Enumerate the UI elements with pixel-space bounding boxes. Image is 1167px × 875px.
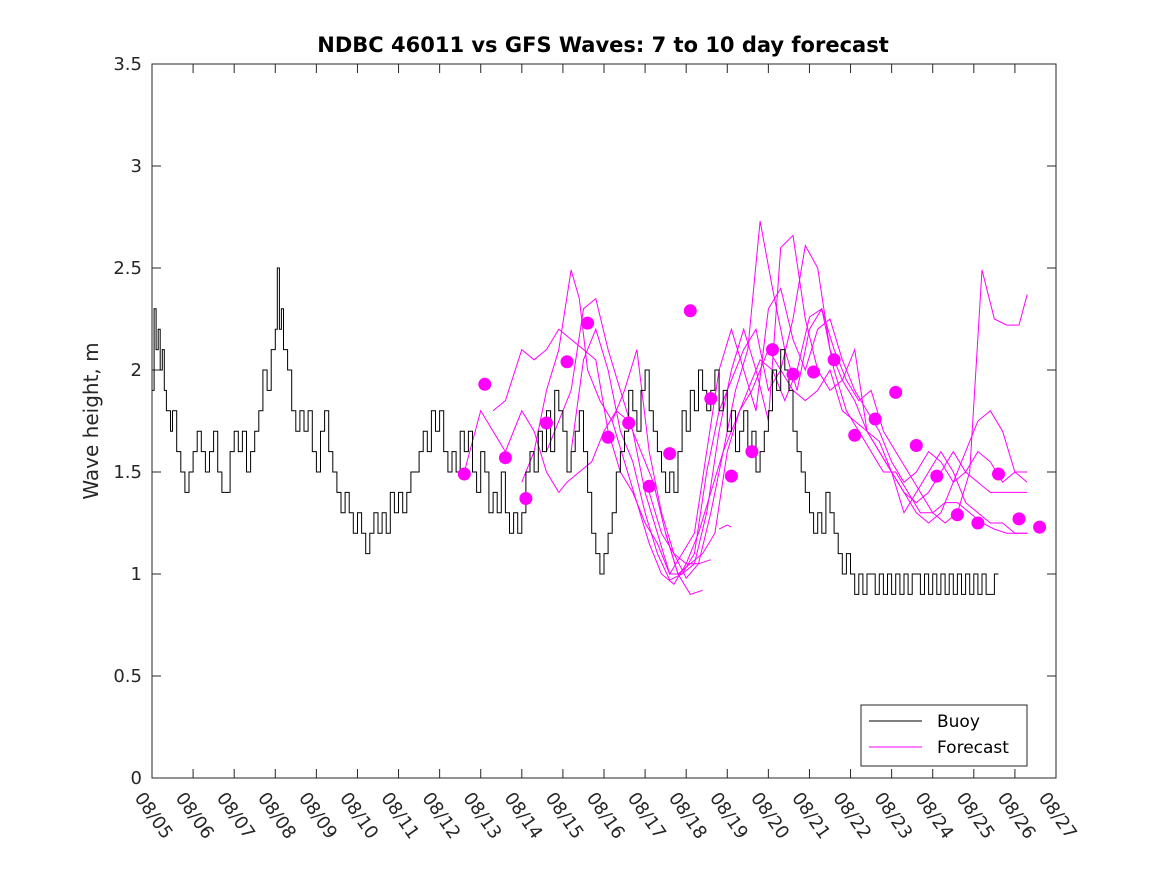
forecast-marker xyxy=(683,304,697,318)
forecast-marker xyxy=(498,451,512,465)
y-tick-label: 0 xyxy=(131,768,142,789)
y-tick-label: 2 xyxy=(131,360,142,381)
forecast-marker xyxy=(848,428,862,442)
forecast-marker xyxy=(868,412,882,426)
forecast-marker xyxy=(1033,520,1047,534)
forecast-series-line xyxy=(718,524,732,530)
forecast-marker xyxy=(478,377,492,391)
forecast-marker xyxy=(745,445,759,459)
forecast-series-line xyxy=(570,244,1028,581)
forecast-marker xyxy=(889,385,903,399)
forecast-marker xyxy=(724,469,738,483)
plot-area xyxy=(152,64,1056,778)
y-tick-label: 1.5 xyxy=(113,462,142,483)
y-tick-label: 3.5 xyxy=(113,54,142,75)
forecast-marker xyxy=(601,430,615,444)
y-tick-label: 1 xyxy=(131,564,142,585)
forecast-marker xyxy=(704,392,718,406)
series-layer xyxy=(152,221,1028,596)
plot-frame xyxy=(151,63,1057,779)
forecast-series-line xyxy=(665,533,703,596)
forecast-series-line xyxy=(648,492,711,565)
forecast-marker xyxy=(519,492,533,505)
y-axis: 0 0.5 1 1.5 2 2.5 3 3.5 xyxy=(113,54,1056,789)
forecast-marker xyxy=(909,439,923,452)
forecast-marker xyxy=(1012,512,1026,526)
forecast-marker xyxy=(622,416,636,430)
forecast-marker xyxy=(560,355,574,369)
forecast-series-line xyxy=(611,307,1028,579)
forecast-marker xyxy=(663,447,677,461)
forecast-marker xyxy=(950,508,964,522)
forecast-marker xyxy=(992,467,1005,481)
forecast-series-line xyxy=(463,348,1028,575)
legend-forecast-label: Forecast xyxy=(937,738,1009,758)
legend-buoy-label: Buoy xyxy=(937,712,980,732)
chart-title: NDBC 46011 vs GFS Waves: 7 to 10 day for… xyxy=(317,33,888,57)
forecast-marker xyxy=(642,479,656,493)
forecast-marker xyxy=(807,365,821,379)
forecast-marker xyxy=(971,516,985,530)
y-tick-label: 2.5 xyxy=(113,258,142,279)
forecast-series-line xyxy=(521,221,1028,585)
legend-box xyxy=(860,704,1028,767)
forecast-marker xyxy=(786,367,800,381)
forecast-marker xyxy=(930,469,944,483)
forecast-marker xyxy=(540,416,553,430)
buoy-series-line xyxy=(152,267,999,595)
forecast-marker xyxy=(766,343,779,357)
y-tick-label: 3 xyxy=(131,156,142,177)
y-tick-label: 0.5 xyxy=(113,666,142,687)
legend: Buoy Forecast xyxy=(860,704,1028,767)
marker-layer xyxy=(457,304,1047,534)
forecast-marker xyxy=(827,353,841,367)
forecast-marker xyxy=(581,316,595,330)
y-axis-label: Wave height, m xyxy=(79,342,103,499)
forecast-marker xyxy=(457,467,471,481)
